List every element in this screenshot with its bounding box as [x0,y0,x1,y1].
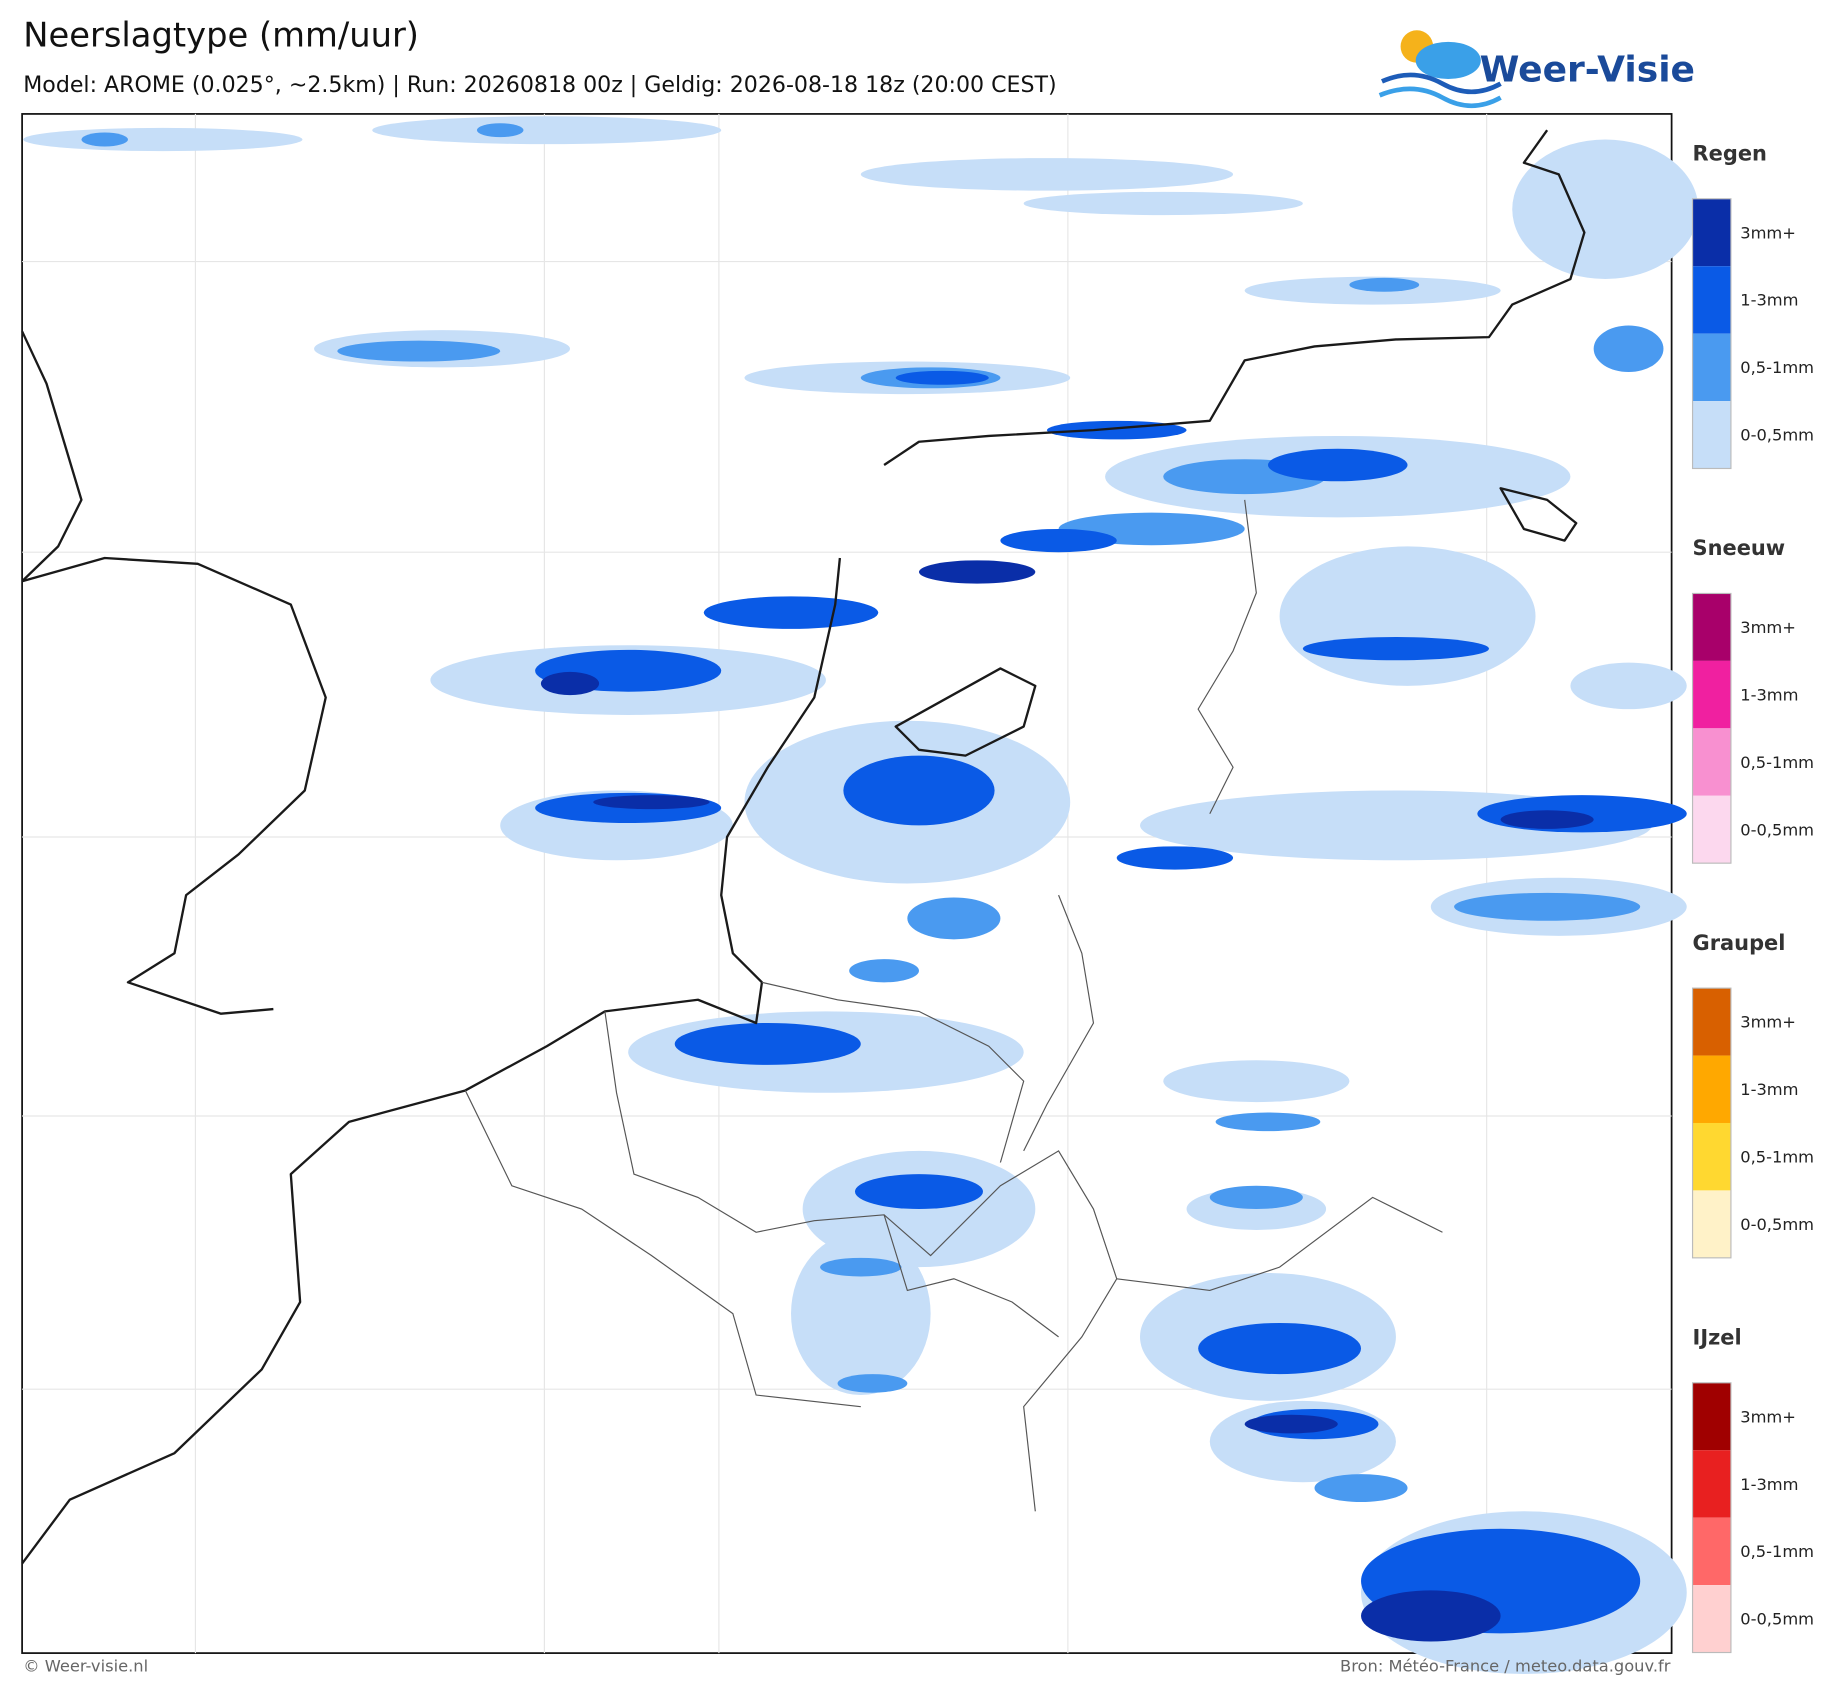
legend-label: 1-3mm [1740,1475,1798,1494]
legend-label: 0-0,5mm [1740,820,1814,839]
legend-label: 1-3mm [1740,1080,1798,1099]
logo-text: Weer-Visie [1480,49,1695,90]
legend-swatch [1692,333,1731,402]
legend-swatch [1692,1122,1731,1191]
coastlines [21,129,1586,1565]
legend-swatch [1692,1382,1731,1451]
legend-frame [1691,987,1732,1259]
borders [464,499,1443,1512]
legend-label: 1-3mm [1740,685,1798,704]
logo-icon [1378,30,1502,109]
footer-left: © Weer-visie.nl [23,1657,148,1676]
legend-label: 3mm+ [1740,1407,1796,1426]
legend-swatch [1692,198,1731,267]
legend-frame [1691,592,1732,864]
precipitation [23,116,1699,1675]
legend-label: 0-0,5mm [1740,1610,1814,1629]
subtitle: Model: AROME (0.025°, ~2.5km) | Run: 202… [23,72,1056,98]
legend-label: 3mm+ [1740,1013,1796,1032]
legend-swatch [1692,988,1731,1056]
footer-right: Bron: Météo-France / meteo.data.gouv.fr [1340,1657,1671,1676]
legend-swatch [1692,1190,1731,1258]
legend-label: 0,5-1mm [1740,1542,1814,1561]
legend-swatch [1692,593,1731,661]
legend-title: Sneeuw [1693,536,1786,560]
legend-label: 0,5-1mm [1740,1148,1814,1167]
legend-label: 0,5-1mm [1740,358,1814,377]
legend-swatch [1692,1517,1731,1586]
legend-label: 0,5-1mm [1740,753,1814,772]
legend-frame [1691,198,1732,470]
legend-label: 3mm+ [1740,223,1796,242]
logo: Weer-Visie [1378,30,1695,109]
legend-label: 3mm+ [1740,618,1796,637]
legend-swatch [1692,401,1731,469]
legend: Regen 3mm+ 1-3mm 0,5-1mm 0-0,5mm Sneeuw 3mm+ 1-… [1691,141,1814,1654]
legend-swatch [1692,266,1731,334]
legend-label: 1-3mm [1740,291,1798,310]
legend-swatch [1692,1450,1731,1518]
legend-title: IJzel [1693,1325,1742,1349]
legend-label: 0-0,5mm [1740,1215,1814,1234]
title: Neerslagtype (mm/uur) [23,16,419,55]
legend-label: 0-0,5mm [1740,426,1814,445]
legend-title: Graupel [1693,931,1786,955]
legend-swatch [1692,660,1731,729]
legend-swatch [1692,795,1731,864]
legend-swatch [1692,1585,1731,1653]
legend-swatch [1692,728,1731,796]
legend-title: Regen [1693,141,1767,165]
legend-frame [1691,1382,1732,1654]
map [21,113,1699,1675]
legend-swatch [1692,1055,1731,1123]
